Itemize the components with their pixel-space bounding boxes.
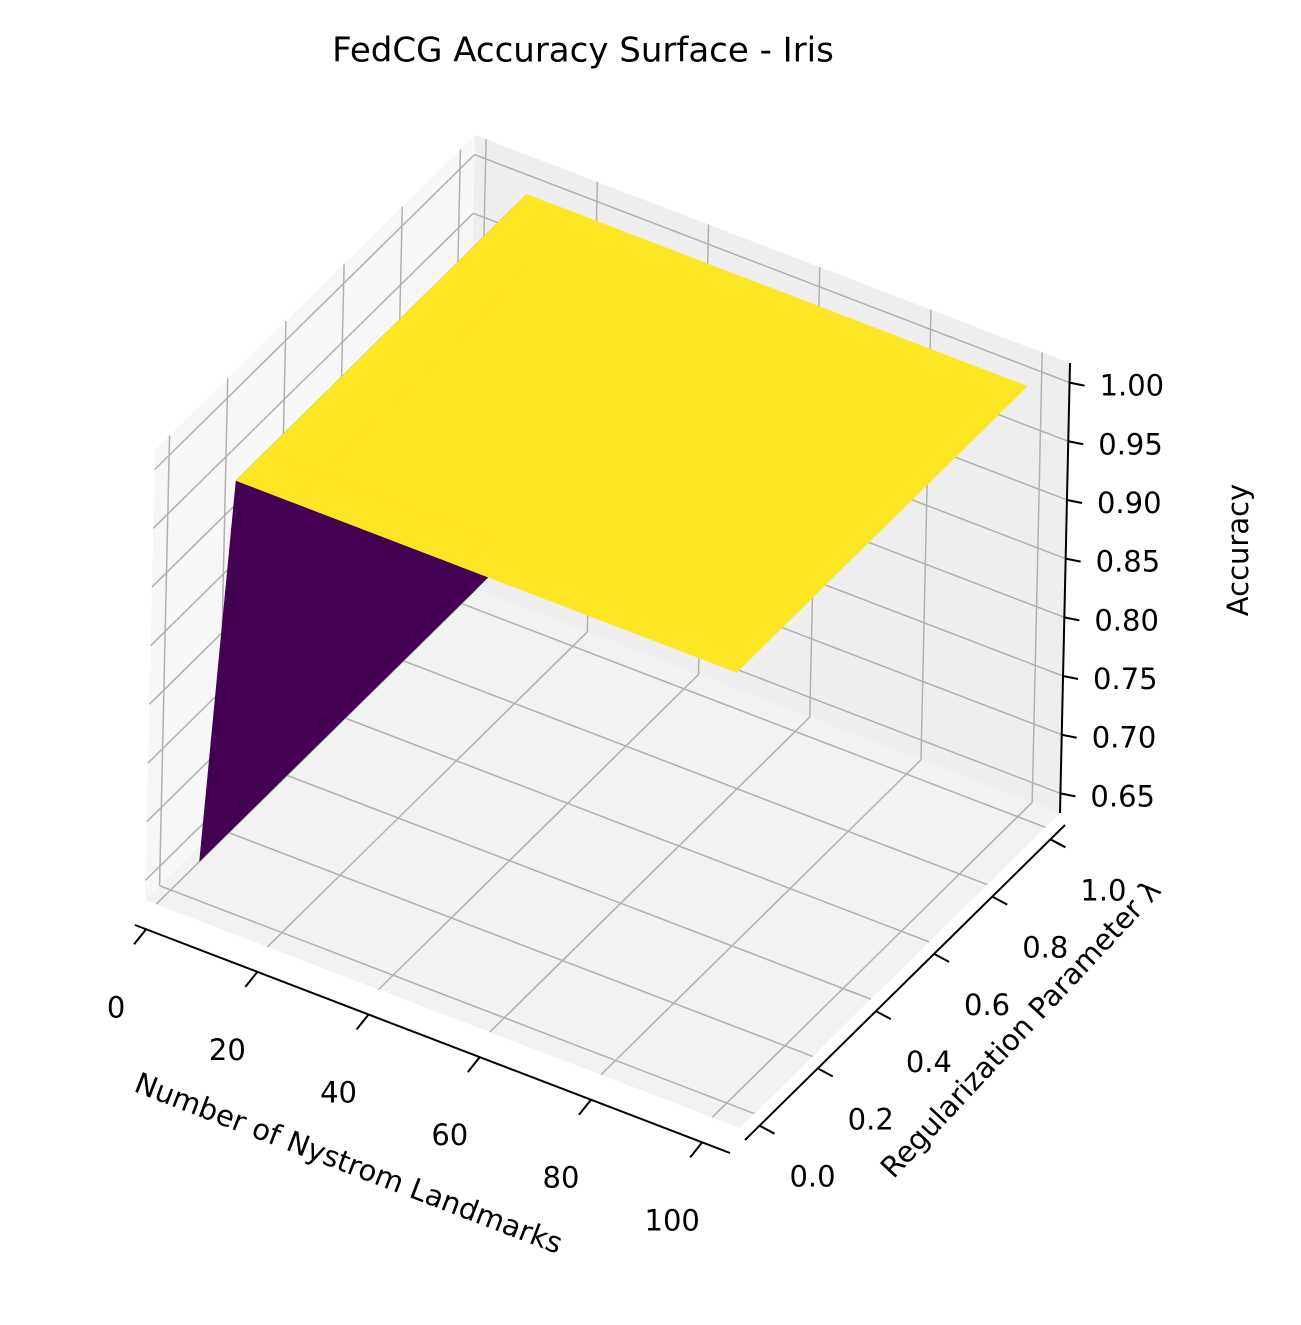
- grid-line: [217, 827, 813, 1058]
- grid-line: [392, 655, 988, 886]
- x-tick: [466, 1056, 481, 1073]
- x-tick-label: 60: [431, 1118, 468, 1152]
- grid-line: [378, 673, 700, 991]
- z-tick-label: 0.90: [1097, 486, 1162, 520]
- z-tick: [1065, 557, 1081, 563]
- y-tick: [817, 1067, 834, 1078]
- y-tick: [1049, 838, 1066, 849]
- z-tick-label: 1.00: [1100, 369, 1165, 403]
- x-axis-line: [134, 924, 731, 1154]
- grid-line: [711, 801, 1033, 1118]
- grid-line: [154, 154, 476, 471]
- grid-line: [266, 631, 588, 948]
- z-tick: [1068, 440, 1084, 446]
- z-tick: [1069, 381, 1085, 387]
- z-tick: [1060, 792, 1076, 798]
- z-tick: [1066, 498, 1083, 504]
- grid-line: [275, 770, 872, 1000]
- chart-title: FedCG Accuracy Surface - Iris: [332, 31, 834, 71]
- x-tick-label: 80: [543, 1161, 580, 1195]
- y-tick-label: 0.4: [906, 1045, 952, 1079]
- grid-line: [1031, 352, 1043, 803]
- z-tick-label: 0.70: [1092, 721, 1157, 755]
- z-tick: [1062, 675, 1079, 681]
- x-tick: [355, 1013, 370, 1031]
- x-tick: [244, 971, 259, 988]
- z-axis-line: [1059, 362, 1071, 814]
- z-tick-label: 0.95: [1098, 427, 1163, 461]
- grid-line: [474, 153, 1070, 384]
- x-tick: [689, 1141, 703, 1158]
- y-tick-label: 0.8: [1022, 931, 1068, 965]
- x-tick-label: 100: [645, 1203, 700, 1237]
- floor-pane: [145, 585, 1060, 1128]
- z-tick: [1061, 733, 1077, 739]
- y-tick: [933, 952, 950, 963]
- y-tick-label: 0.2: [848, 1102, 894, 1136]
- z-axis-label: Accuracy: [1221, 484, 1255, 616]
- z-tick-label: 0.80: [1094, 603, 1159, 637]
- x-tick-label: 20: [209, 1033, 246, 1067]
- y-tick-label: 1.0: [1080, 873, 1126, 907]
- grid-line: [159, 884, 755, 1115]
- grid-line: [450, 598, 1046, 829]
- y-tick: [991, 895, 1008, 906]
- grid-line: [152, 212, 474, 529]
- grid-line: [333, 713, 930, 943]
- x-tick: [578, 1099, 592, 1116]
- surface-cell: [458, 562, 740, 673]
- y-tick: [759, 1124, 776, 1135]
- grid-line: [600, 759, 922, 1076]
- grid-line: [158, 435, 171, 886]
- x-tick-label: 0: [107, 990, 125, 1024]
- y-tick-label: 0.0: [789, 1160, 835, 1194]
- y-tick: [875, 1010, 892, 1021]
- z-tick: [1064, 616, 1080, 622]
- z-tick-label: 0.75: [1093, 662, 1158, 696]
- x-tick: [133, 928, 147, 945]
- z-tick-label: 0.85: [1096, 545, 1161, 579]
- y-axis-line: [744, 824, 1066, 1141]
- grid-line: [489, 716, 811, 1033]
- x-tick-label: 40: [320, 1075, 357, 1109]
- z-tick-label: 0.65: [1090, 779, 1155, 813]
- y-tick-label: 0.6: [964, 988, 1010, 1022]
